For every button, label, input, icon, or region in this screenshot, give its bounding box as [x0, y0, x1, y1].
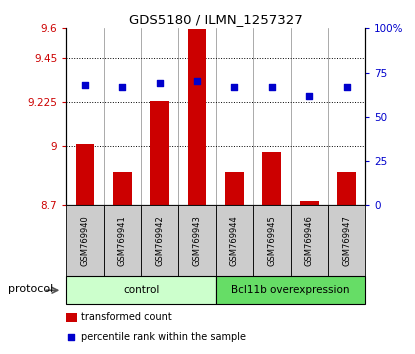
- Text: percentile rank within the sample: percentile rank within the sample: [81, 332, 247, 342]
- Bar: [66, 313, 77, 322]
- Title: GDS5180 / ILMN_1257327: GDS5180 / ILMN_1257327: [129, 13, 303, 26]
- Text: transformed count: transformed count: [81, 312, 172, 322]
- Bar: [66, 205, 104, 276]
- Text: GSM769942: GSM769942: [155, 215, 164, 266]
- Text: control: control: [123, 285, 159, 295]
- Bar: [151, 101, 169, 205]
- Text: GSM769941: GSM769941: [118, 215, 127, 266]
- Bar: [188, 29, 207, 205]
- Bar: [113, 172, 132, 205]
- Text: GSM769940: GSM769940: [81, 215, 90, 266]
- Text: GSM769944: GSM769944: [230, 215, 239, 266]
- Point: [68, 334, 75, 339]
- Bar: [263, 152, 281, 205]
- Point: [82, 82, 88, 88]
- Bar: [178, 205, 216, 276]
- Bar: [328, 205, 365, 276]
- Point: [343, 84, 350, 90]
- Text: GSM769943: GSM769943: [193, 215, 202, 266]
- Point: [269, 84, 275, 90]
- Bar: [216, 276, 365, 304]
- Bar: [253, 205, 290, 276]
- Point: [194, 79, 200, 84]
- Text: GSM769945: GSM769945: [267, 215, 276, 266]
- Text: Bcl11b overexpression: Bcl11b overexpression: [231, 285, 350, 295]
- Point: [119, 84, 126, 90]
- Bar: [141, 205, 178, 276]
- Bar: [66, 276, 216, 304]
- Point: [231, 84, 238, 90]
- Bar: [300, 201, 319, 205]
- Bar: [337, 172, 356, 205]
- Bar: [216, 205, 253, 276]
- Bar: [225, 172, 244, 205]
- Text: protocol: protocol: [8, 284, 54, 293]
- Point: [306, 93, 312, 98]
- Bar: [76, 144, 95, 205]
- Point: [156, 80, 163, 86]
- Bar: [290, 205, 328, 276]
- Text: GSM769946: GSM769946: [305, 215, 314, 266]
- Text: GSM769947: GSM769947: [342, 215, 351, 266]
- Bar: [104, 205, 141, 276]
